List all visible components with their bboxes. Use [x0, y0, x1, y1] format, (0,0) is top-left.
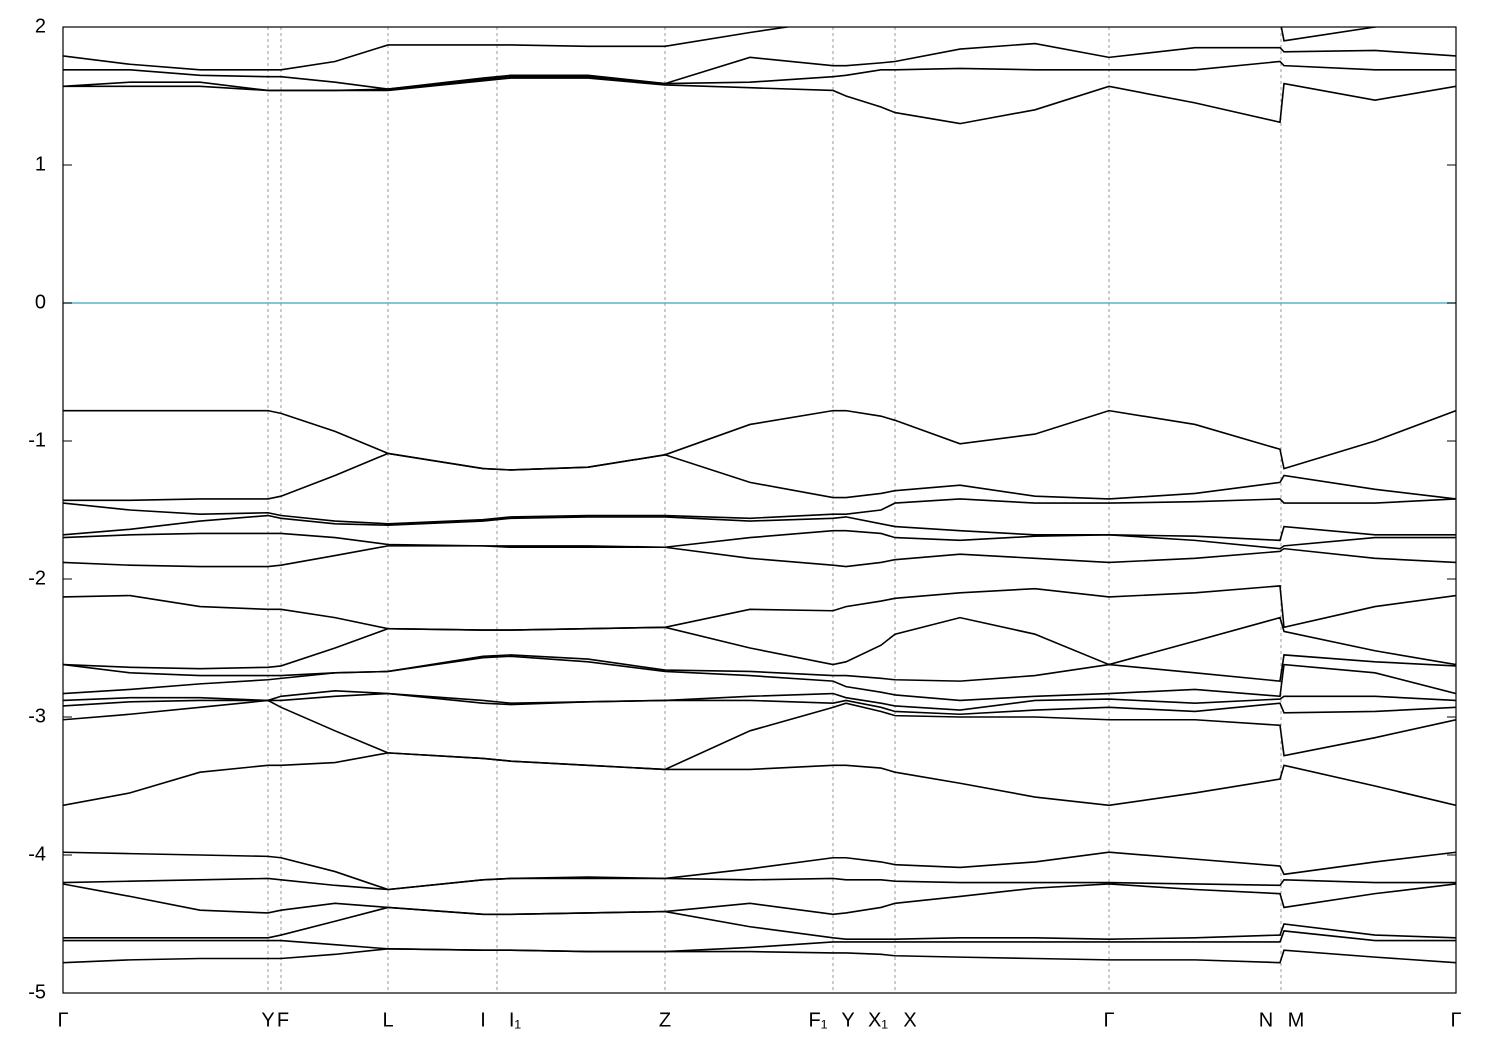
- y-tick-label: 1: [35, 153, 46, 175]
- band: [63, 692, 1456, 716]
- y-tick-label: -2: [28, 567, 46, 589]
- y-tick-label: 2: [35, 15, 46, 37]
- band: [63, 585, 1456, 631]
- band: [63, 409, 1456, 471]
- band: [63, 77, 1456, 125]
- band: [63, 752, 1456, 807]
- band: [63, 930, 1456, 953]
- x-tick-label: Γ: [57, 1009, 68, 1031]
- x-tick-label: Y: [261, 1009, 274, 1031]
- y-tick-label: -3: [28, 705, 46, 727]
- band: [63, 883, 1456, 916]
- band: [63, 514, 1456, 542]
- y-tick-label: -5: [28, 981, 46, 1003]
- plot-area: [63, 27, 1456, 964]
- x-tick-label: X: [903, 1009, 916, 1031]
- band: [63, 545, 1456, 568]
- x-tick-label: N: [1259, 1009, 1273, 1031]
- band: [63, 906, 1456, 940]
- band: [63, 27, 1380, 71]
- band: [63, 948, 1456, 964]
- x-tick-label: Z: [659, 1009, 671, 1031]
- band: [63, 689, 1456, 711]
- band: [63, 452, 1456, 502]
- band: [63, 42, 1456, 90]
- x-tick-label: I: [480, 1009, 486, 1031]
- band: [63, 529, 1456, 550]
- x-tick-label: L: [382, 1009, 393, 1031]
- band: [63, 616, 1456, 670]
- band: [63, 851, 1456, 891]
- band: [63, 498, 1456, 525]
- band: [63, 699, 1456, 771]
- plot-frame: [62, 26, 1457, 994]
- band: [63, 654, 1456, 682]
- x-tick-label: Γ: [1103, 1009, 1114, 1031]
- x-tick-label: I₁: [509, 1009, 522, 1031]
- y-tick-label: -1: [28, 429, 46, 451]
- x-tick-label: F₁: [809, 1009, 828, 1031]
- y-tick-label: -4: [28, 843, 46, 865]
- band: [63, 655, 1456, 702]
- x-tick-label: M: [1288, 1009, 1305, 1031]
- x-tick-label: X₁: [868, 1009, 888, 1031]
- grid: [267, 27, 1282, 993]
- x-tick-label: F: [277, 1009, 289, 1031]
- band: [63, 877, 1456, 891]
- x-tick-label: Y: [841, 1009, 854, 1031]
- x-tick-label: Γ: [1450, 1009, 1461, 1031]
- y-tick-label: 0: [35, 291, 46, 313]
